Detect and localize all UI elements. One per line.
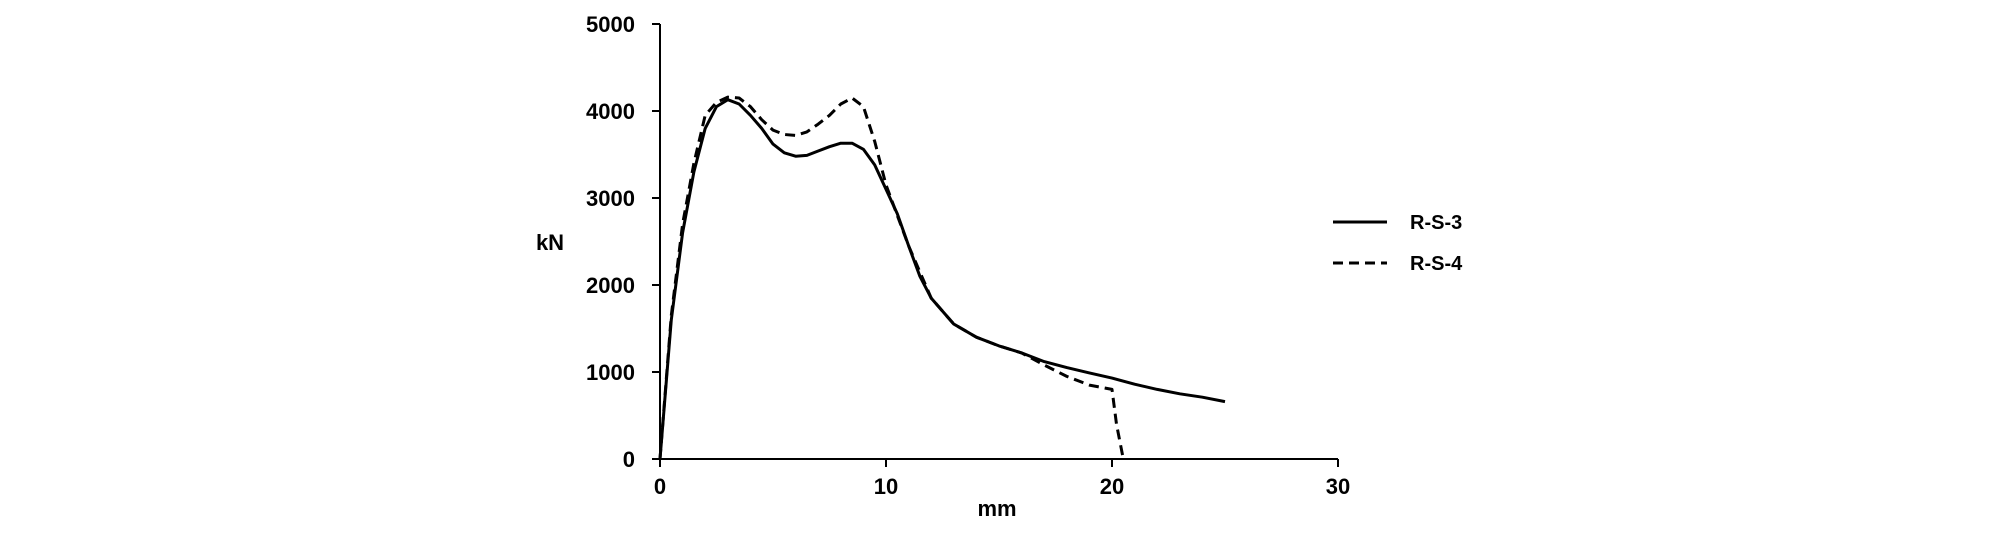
y-tick-label: 0 xyxy=(623,447,635,472)
x-axis: 0 10 20 30 mm xyxy=(654,458,1350,521)
series-line-r-s-4 xyxy=(658,95,1125,460)
y-tick-label: 1000 xyxy=(586,360,635,385)
legend: R-S-3 R-S-4 xyxy=(1333,212,1463,275)
y-tick-label: 4000 xyxy=(586,99,635,124)
legend-label-r-s-3: R-S-3 xyxy=(1410,212,1462,234)
x-tick-label: 20 xyxy=(1100,474,1124,499)
x-axis-title: mm xyxy=(977,496,1016,521)
legend-label-r-s-4: R-S-4 xyxy=(1410,253,1463,275)
series-line-r-s-3 xyxy=(658,98,1226,460)
y-ticks: 0 1000 2000 3000 4000 5000 xyxy=(586,12,660,472)
y-tick-label: 5000 xyxy=(586,12,635,37)
x-tick-label: 0 xyxy=(654,474,666,499)
y-axis: 0 1000 2000 3000 4000 5000 kN xyxy=(536,12,661,472)
y-tick-label: 3000 xyxy=(586,186,635,211)
series-layer xyxy=(658,95,1226,460)
x-ticks: 0 10 20 30 xyxy=(654,459,1350,499)
y-axis-title: kN xyxy=(536,230,564,255)
x-tick-label: 30 xyxy=(1326,474,1350,499)
x-tick-label: 10 xyxy=(874,474,898,499)
y-tick-label: 2000 xyxy=(586,273,635,298)
